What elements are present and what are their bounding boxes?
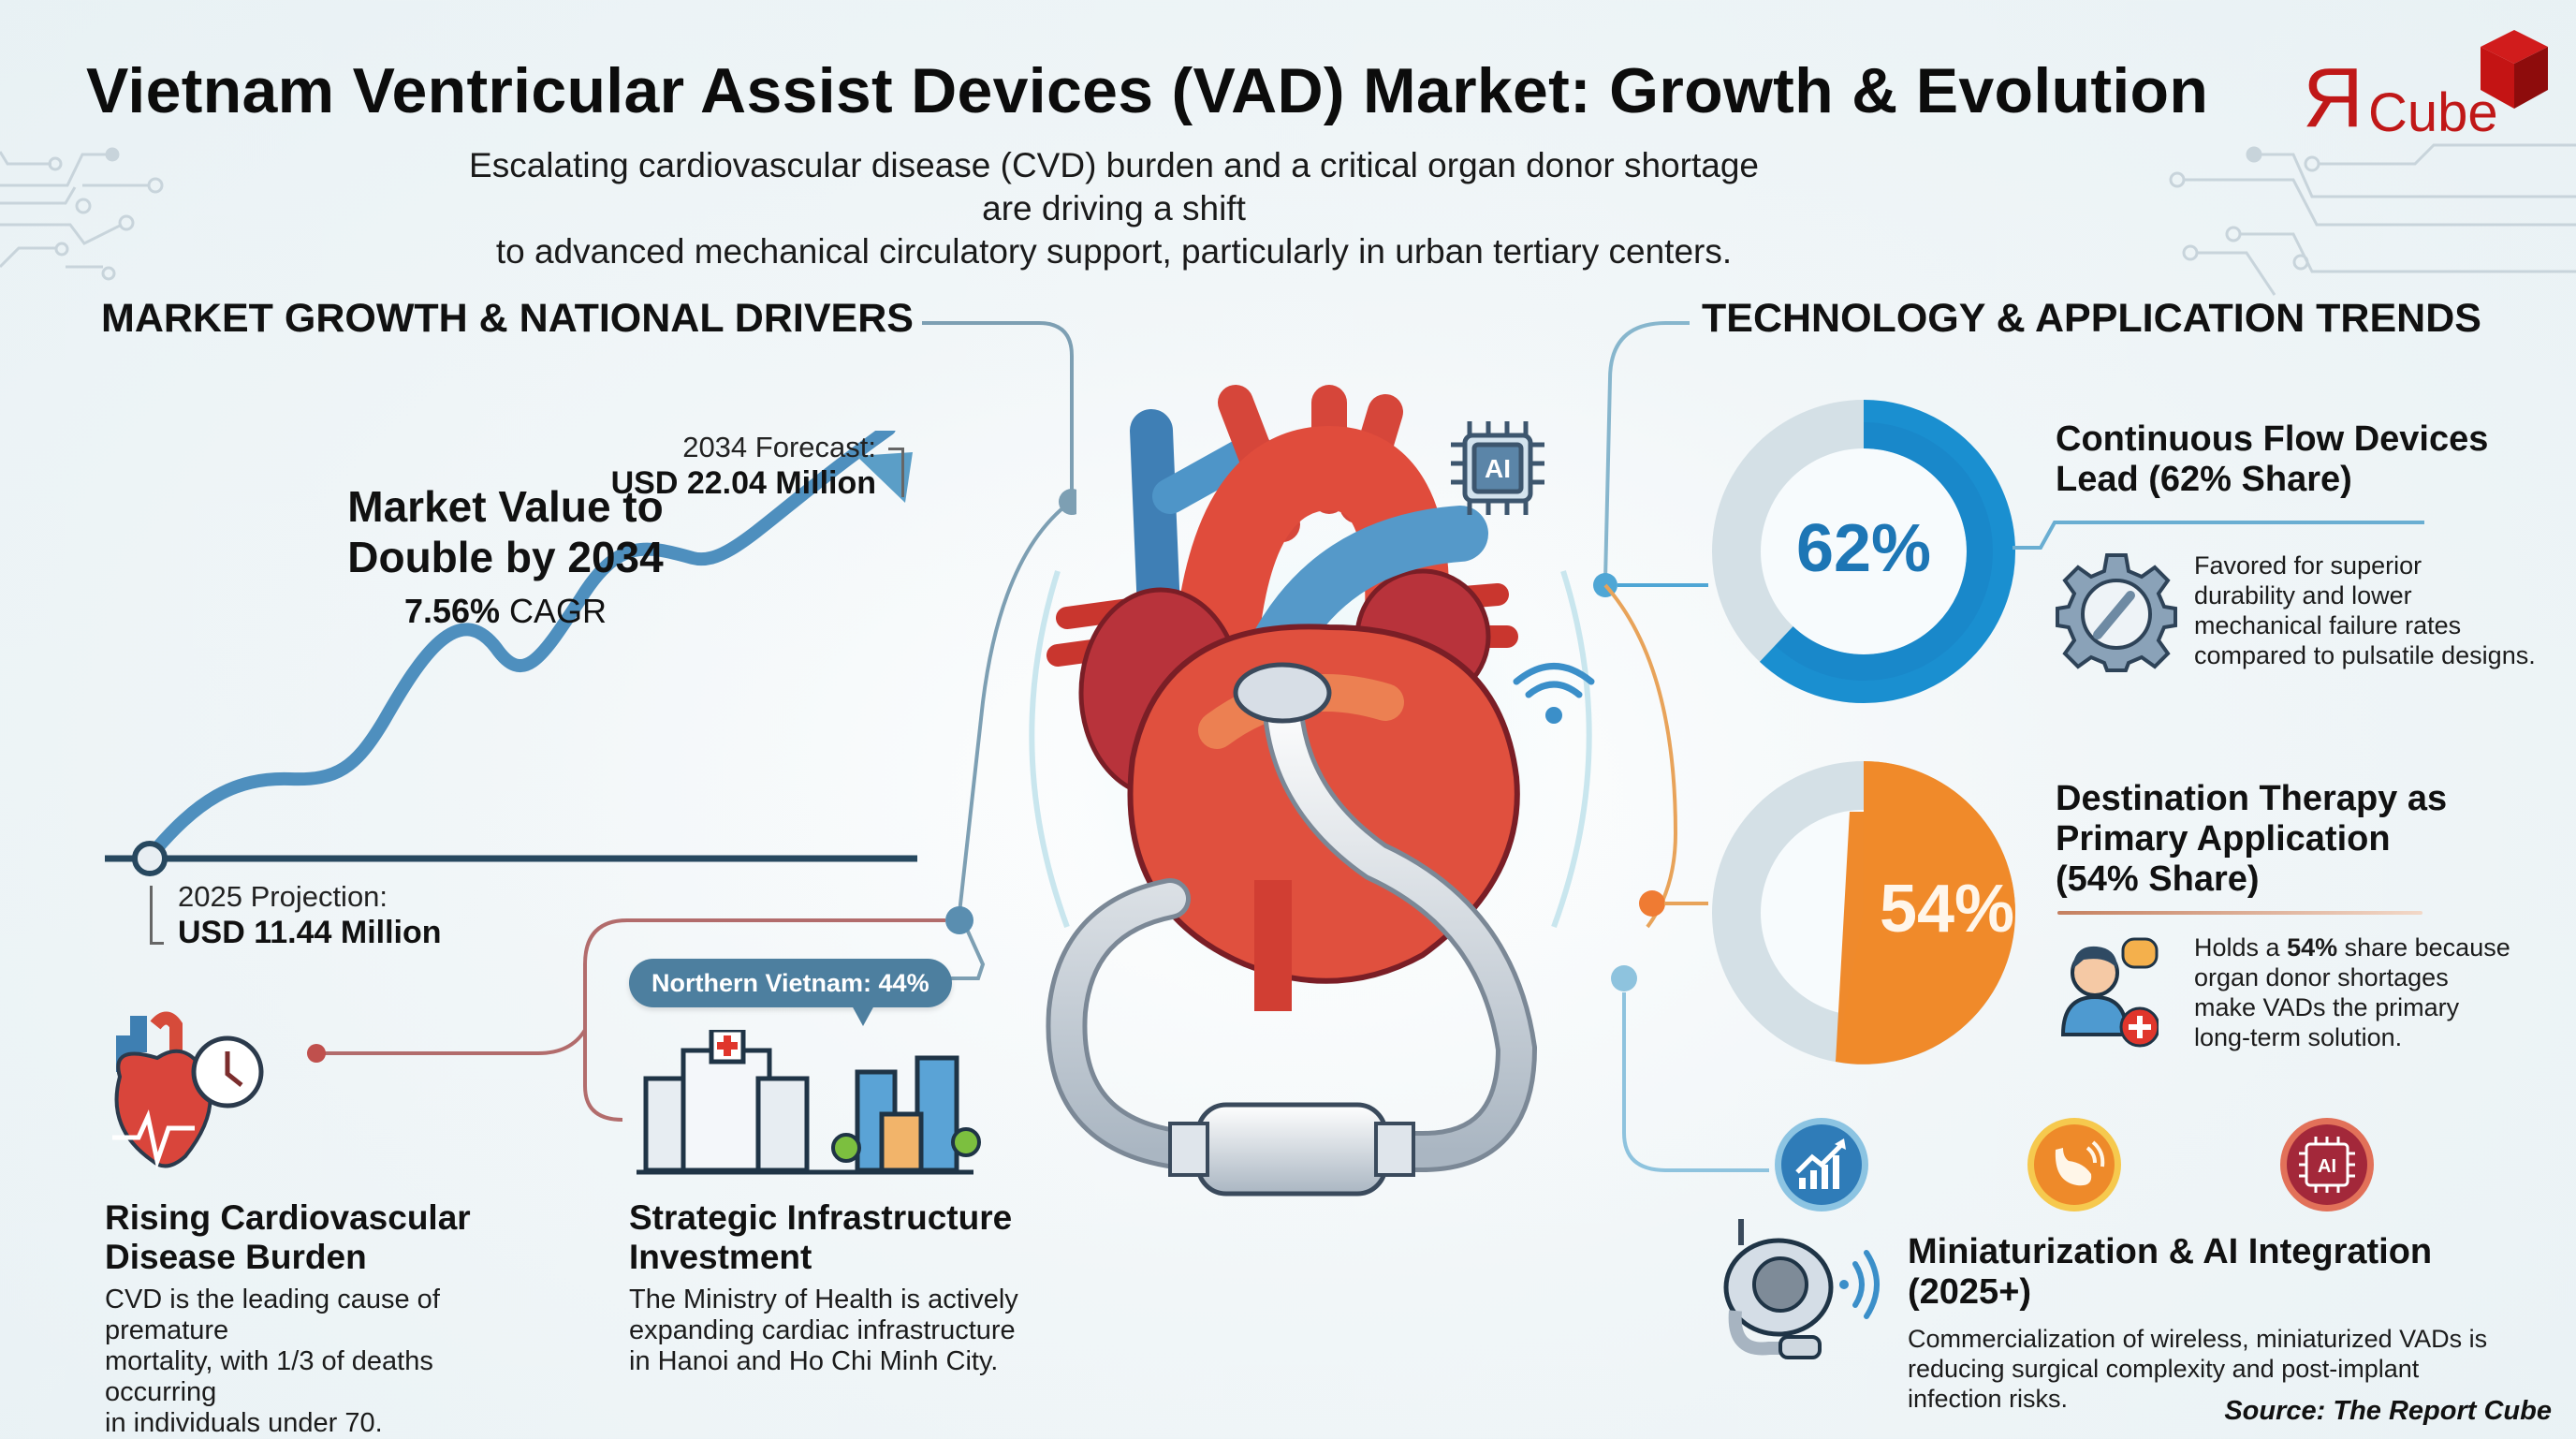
growth-chart-icon	[1775, 1118, 1868, 1211]
trend-dt-underline	[2057, 911, 2422, 915]
card-cvd-title-2: Disease Burden	[105, 1238, 367, 1276]
ai-chip-circle-icon: AI	[2280, 1118, 2374, 1211]
body-line: Favored for superior	[2194, 551, 2422, 580]
trend-miniaturization: Miniaturization & AI Integration (2025+)…	[1908, 1232, 2563, 1414]
trend-dt-title-3: (54% Share)	[2056, 859, 2260, 899]
body-line: in individuals under 70.	[105, 1408, 383, 1438]
forecast-value: USD 22.04 Million	[610, 465, 876, 501]
projection-annotation: 2025 Projection: USD 11.44 Million	[150, 880, 442, 951]
body-line: long-term solution.	[2194, 1023, 2403, 1051]
page-subtitle: Escalating cardiovascular disease (CVD) …	[440, 144, 1788, 273]
trend-destination-therapy: Destination Therapy as Primary Applicati…	[2056, 779, 2542, 900]
body-line: compared to pulsatile designs.	[2194, 641, 2536, 669]
projection-label: 2025 Projection:	[178, 880, 388, 913]
body-text: Holds a	[2194, 933, 2288, 962]
card-cvd-title-1: Rising Cardiovascular	[105, 1198, 471, 1237]
body-line: organ donor shortages	[2194, 963, 2449, 991]
logo-text: Cube	[2368, 82, 2498, 143]
trend-cf-underline	[2012, 521, 2424, 550]
headline-line-1: Market Value to	[347, 482, 664, 531]
hospital-city-icon	[637, 1030, 981, 1175]
body-line: CVD is the leading cause of premature	[105, 1285, 440, 1345]
circuit-decoration-left	[0, 147, 164, 281]
connector-lines-right	[1593, 321, 1769, 1172]
growth-headline: Market Value to Double by 2034 7.56% CAG…	[271, 481, 739, 631]
body-line: reducing surgical complexity and post-im…	[1908, 1355, 2420, 1383]
ai-chip-icon: AI	[1451, 421, 1544, 515]
heart-clock-icon	[112, 1011, 264, 1170]
circuit-decoration-right	[2169, 143, 2576, 296]
body-line: mortality, with 1/3 of deaths occurring	[105, 1346, 433, 1407]
patient-consult-icon	[2060, 937, 2159, 1048]
cagr-text: 7.56% CAGR	[271, 592, 739, 631]
forecast-bracket	[888, 448, 904, 497]
body-line: infection risks.	[1908, 1385, 2069, 1413]
wireless-vad-device-icon	[1723, 1219, 1880, 1359]
card-infrastructure: Strategic Infrastructure Investment The …	[629, 1198, 1032, 1377]
page-title: Vietnam Ventricular Assist Devices (VAD)…	[86, 55, 2209, 126]
trend-cf-body: Favored for superior durability and lowe…	[2194, 551, 2569, 670]
body-line: Holds a 54% share because	[2194, 932, 2569, 962]
body-line: durability and lower	[2194, 581, 2412, 609]
trend-mini-title: Miniaturization & AI Integration (2025+)	[1908, 1232, 2433, 1312]
wireless-device-icon	[2027, 1118, 2121, 1211]
body-bold-value: 54%	[2287, 933, 2338, 962]
cagr-value: 7.56%	[403, 592, 501, 630]
trend-continuous-flow: Continuous Flow Devices Lead (62% Share)	[2056, 419, 2542, 500]
subtitle-line-1: Escalating cardiovascular disease (CVD) …	[469, 146, 1759, 228]
report-cube-logo[interactable]: R Cube	[2303, 28, 2555, 145]
cagr-label: CAGR	[509, 592, 607, 630]
section-title-technology-trends: TECHNOLOGY & APPLICATION TRENDS	[1702, 296, 2481, 341]
wifi-icon	[1513, 663, 1595, 724]
trend-cf-title-1: Continuous Flow Devices	[2056, 419, 2489, 459]
projection-value: USD 11.44 Million	[178, 915, 442, 950]
gear-wrench-icon	[2056, 553, 2177, 672]
body-line: make VADs the primary	[2194, 993, 2460, 1021]
heart-vad-illustration	[1002, 385, 1619, 1197]
northern-vietnam-badge: Northern Vietnam: 44%	[629, 959, 952, 1026]
donut-value-54: 54%	[1879, 872, 2015, 947]
logo-mark: R	[2303, 51, 2364, 145]
donut-chart-destination-therapy	[1712, 761, 2015, 1065]
ai-chip-label: AI	[1485, 454, 1511, 483]
projection-bracket	[150, 886, 164, 945]
card-infra-body: The Ministry of Health is actively expan…	[629, 1285, 1032, 1377]
donut-chart-continuous-flow	[1712, 400, 2015, 703]
cube-icon	[2481, 30, 2548, 109]
connector-lines-left	[307, 321, 1076, 1122]
ai-chip-circle-label: AI	[2318, 1156, 2336, 1177]
forecast-label: 2034 Forecast:	[682, 431, 876, 463]
forecast-annotation: 2034 Forecast: USD 22.04 Million	[530, 431, 904, 502]
trend-dt-title-1: Destination Therapy as	[2056, 779, 2448, 818]
body-line: The Ministry of Health is actively	[629, 1285, 1018, 1314]
headline-line-2: Double by 2034	[347, 533, 664, 581]
card-cvd-body: CVD is the leading cause of premature mo…	[105, 1285, 545, 1439]
body-line: mechanical failure rates	[2194, 611, 2462, 639]
source-credit: Source: The Report Cube	[2224, 1396, 2552, 1426]
body-line: Commercialization of wireless, miniaturi…	[1908, 1325, 2488, 1353]
body-text: share because	[2337, 933, 2510, 962]
card-cvd-burden: Rising Cardiovascular Disease Burden CVD…	[105, 1198, 545, 1439]
trend-dt-title-2: Primary Application	[2056, 819, 2391, 859]
body-line: expanding cardiac infrastructure	[629, 1315, 1016, 1345]
section-title-market-growth: MARKET GROWTH & NATIONAL DRIVERS	[101, 296, 914, 341]
donut-value-62: 62%	[1795, 511, 1932, 586]
trend-mini-body: Commercialization of wireless, miniaturi…	[1908, 1324, 2563, 1414]
card-infra-title-1: Strategic Infrastructure	[629, 1198, 1013, 1237]
subtitle-line-2: to advanced mechanical circulatory suppo…	[495, 232, 1733, 271]
body-line: in Hanoi and Ho Chi Minh City.	[629, 1346, 999, 1376]
growth-chart	[105, 431, 917, 876]
trend-cf-title-2: Lead (62% Share)	[2056, 460, 2352, 499]
card-infra-title-2: Investment	[629, 1238, 812, 1276]
trend-dt-body: Holds a 54% share because organ donor sh…	[2194, 932, 2569, 1052]
